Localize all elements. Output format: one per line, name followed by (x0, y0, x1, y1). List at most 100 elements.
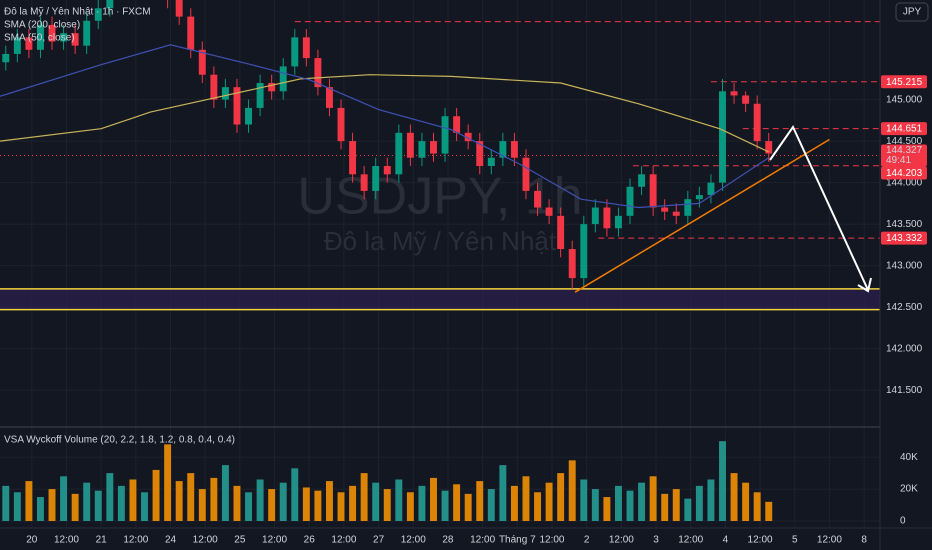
volume-bar (638, 482, 646, 521)
volume-title: VSA Wyckoff Volume (20, 2.2, 1.8, 1.2, 0… (4, 435, 235, 446)
price-label-box (881, 122, 927, 136)
x-tick-label: 24 (165, 535, 177, 546)
candle-body (684, 199, 692, 216)
volume-bar (164, 444, 172, 521)
x-tick-label: 12:00 (401, 535, 426, 546)
volume-bar (187, 473, 195, 521)
x-tick-label: 12:00 (817, 535, 842, 546)
x-tick-label: 2 (584, 535, 590, 546)
level-label: 145.215 (886, 77, 923, 88)
volume-bar (499, 465, 507, 521)
volume-bar (742, 482, 750, 521)
volume-bar (302, 487, 310, 521)
candle-body (36, 24, 44, 50)
candle-body (210, 74, 218, 100)
candle-body (464, 132, 472, 142)
sma-line (0, 74, 769, 153)
candle-body (198, 49, 206, 75)
x-tick-label: Tháng 7 (499, 535, 536, 546)
candle-body (742, 95, 750, 104)
volume-tick-label: 0 (900, 516, 906, 527)
y-tick-label: 144.000 (886, 177, 923, 188)
volume-bar (695, 485, 703, 521)
candle-body (48, 24, 56, 42)
volume-bar (430, 477, 437, 521)
currency-button[interactable] (895, 2, 929, 22)
volume-bar (395, 479, 403, 521)
volume-bar (580, 479, 588, 521)
candle-body (94, 8, 102, 21)
axis: 145.000 144.500 144.000 143.500 143.000 142.5… (26, 75, 927, 546)
candle-body (71, 33, 79, 46)
volume-bar (48, 489, 56, 521)
volume-bar (2, 485, 10, 521)
volume-tick-label: 20K (900, 484, 918, 495)
volume-bar (71, 493, 79, 521)
volume-bar (730, 473, 738, 521)
candle-body (268, 83, 276, 92)
x-tick-label: 12:00 (123, 535, 148, 546)
candle-body (695, 195, 703, 200)
candle-body (580, 224, 588, 279)
x-tick-label: 26 (304, 535, 316, 546)
price-label-box (881, 144, 927, 167)
candle-body (765, 141, 773, 154)
volume-bar (464, 493, 472, 521)
candle-body (510, 141, 518, 158)
sma-line (0, 44, 770, 209)
candle-body (568, 249, 576, 279)
price-label-box (881, 75, 927, 89)
candle-body (499, 141, 507, 158)
candle-body (372, 166, 380, 191)
candle-body (383, 166, 391, 175)
candle-body (719, 91, 726, 183)
candle-body (418, 141, 426, 158)
volume-bar (383, 489, 391, 521)
zone (0, 288, 880, 310)
candle-body (314, 58, 322, 88)
candle-body (13, 37, 21, 54)
volume-bar (453, 484, 461, 521)
candle-body (430, 141, 437, 154)
candle-body (245, 107, 253, 125)
candle-body (614, 215, 622, 229)
chart-title: Đô la Mỹ / Yên Nhật · 1h · FXCM (4, 7, 151, 18)
volume-pane (2, 441, 773, 521)
volume-tick-label: 40K (900, 452, 918, 463)
candle-body (545, 207, 553, 216)
volume-bar (372, 482, 380, 521)
x-tick-label: 4 (723, 535, 729, 546)
candle-body (60, 33, 68, 42)
x-tick-label: 12:00 (678, 535, 703, 546)
x-tick-label: 12:00 (262, 535, 287, 546)
volume-bar (291, 468, 299, 521)
x-tick-label: 5 (792, 535, 798, 546)
x-tick-label: 8 (861, 535, 867, 546)
x-tick-label: 12:00 (748, 535, 773, 546)
volume-bar (626, 490, 634, 521)
y-tick-label: 143.500 (886, 219, 923, 230)
volume-bar (325, 481, 333, 521)
x-tick-label: 21 (96, 535, 108, 546)
volume-bar (487, 489, 495, 521)
volume-bar (141, 492, 148, 521)
volume-bar (661, 493, 669, 521)
price-pane (0, 0, 880, 311)
volume-bar (94, 490, 102, 521)
price-label-box (881, 166, 927, 180)
projection-arrow (769, 124, 869, 291)
candle-body (349, 141, 357, 175)
volume-bar (406, 492, 414, 521)
trendline (574, 138, 830, 293)
candle-body (730, 91, 738, 96)
volume-bar (765, 501, 773, 521)
candle-body (487, 157, 495, 167)
currency-button-label[interactable]: JPY (903, 7, 922, 18)
volume-bar (684, 498, 692, 521)
volume-bar (603, 497, 611, 521)
x-tick-label: 27 (373, 535, 385, 546)
candle-body (2, 53, 10, 63)
volume-bar (36, 497, 44, 521)
